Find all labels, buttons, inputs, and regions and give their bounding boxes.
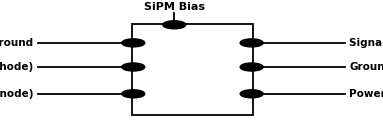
Text: Signal Out: Signal Out bbox=[349, 38, 383, 48]
Text: SiPM (Cathode): SiPM (Cathode) bbox=[0, 62, 34, 72]
Bar bbox=[132, 24, 253, 115]
Circle shape bbox=[122, 63, 145, 71]
Circle shape bbox=[163, 21, 186, 29]
Text: Ground: Ground bbox=[0, 38, 34, 48]
Circle shape bbox=[122, 39, 145, 47]
Text: Ground: Ground bbox=[349, 62, 383, 72]
Circle shape bbox=[240, 39, 263, 47]
Circle shape bbox=[240, 90, 263, 98]
Circle shape bbox=[240, 63, 263, 71]
Text: Power (4 – 10V): Power (4 – 10V) bbox=[349, 89, 383, 99]
Text: SiPM (Anode): SiPM (Anode) bbox=[0, 89, 34, 99]
Text: SiPM Bias: SiPM Bias bbox=[144, 2, 205, 12]
Circle shape bbox=[122, 90, 145, 98]
